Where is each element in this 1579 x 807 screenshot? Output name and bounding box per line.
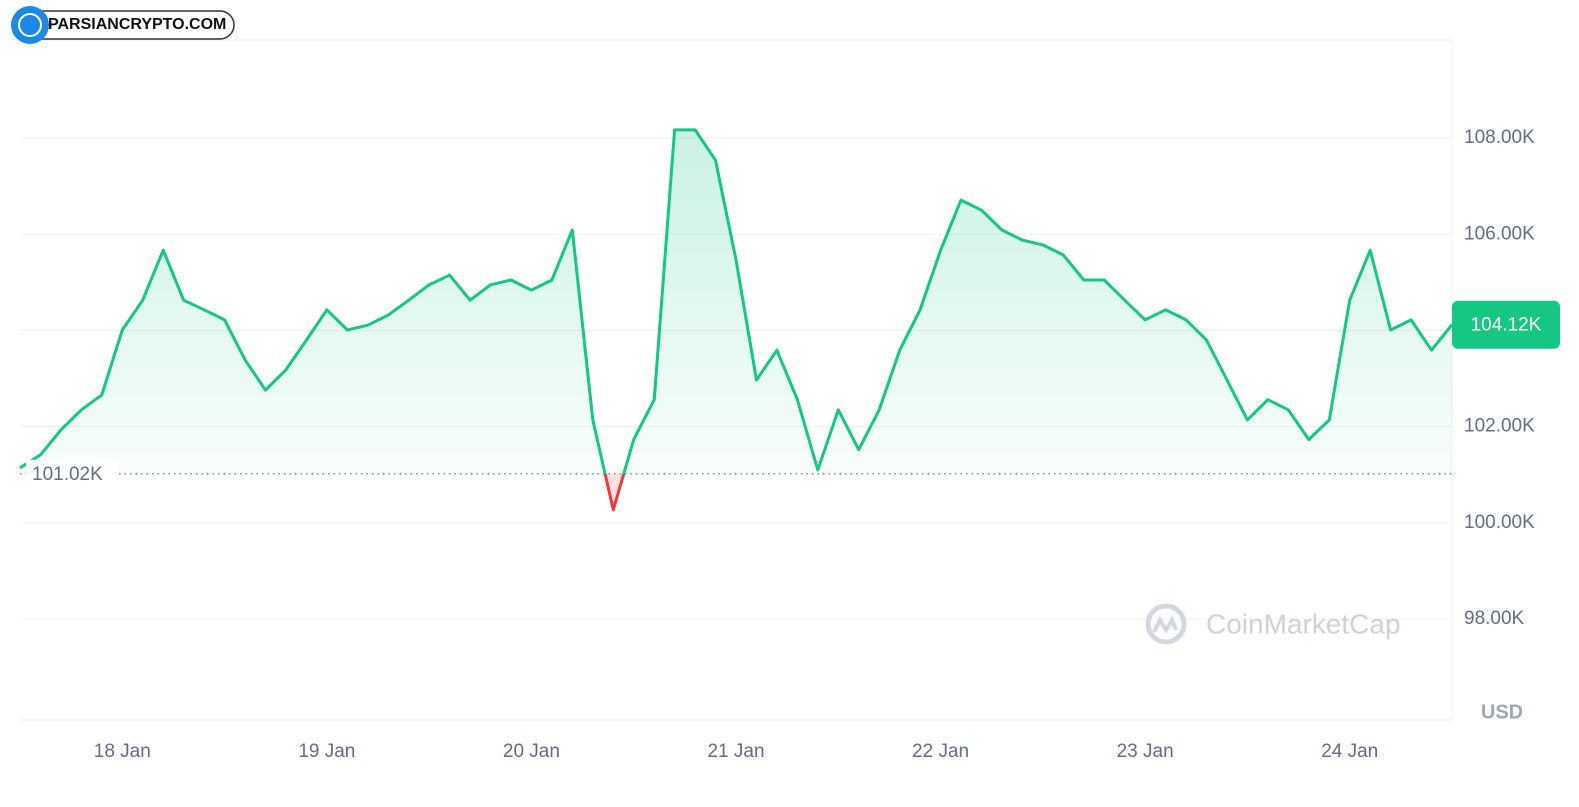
y-tick-label: 100.00K (1464, 512, 1535, 533)
current-price-label: 104.12K (1471, 315, 1542, 336)
x-tick-label: 22 Jan (912, 741, 969, 762)
labels: 98.00K100.00K102.00K104.00K106.00K108.00… (26, 127, 1560, 762)
price-line (19, 128, 1454, 512)
x-tick-label: 20 Jan (503, 741, 560, 762)
brand-icon (11, 6, 49, 44)
x-tick-label: 23 Jan (1117, 741, 1174, 762)
x-tick-label: 21 Jan (707, 741, 764, 762)
series (19, 128, 1454, 512)
y-tick-label: 106.00K (1464, 223, 1535, 244)
x-tick-label: 18 Jan (94, 741, 151, 762)
baseline-label-bg (26, 459, 118, 488)
x-tick-label: 19 Jan (298, 741, 355, 762)
y-tick-label: 98.00K (1464, 608, 1525, 629)
watermark-icon (1145, 603, 1187, 645)
current-price-box (1452, 300, 1560, 349)
brand-text: PARSIANCRYPTO.COM (48, 16, 226, 33)
baseline-label: 101.02K (32, 464, 103, 485)
price-area (20, 129, 1452, 510)
brand-badge: PARSIANCRYPTO.COM (11, 6, 235, 44)
y-tick-label: 108.00K (1464, 127, 1535, 148)
watermark: CoinMarketCap (1145, 603, 1401, 645)
watermark-icon-mark (1152, 615, 1178, 634)
watermark-text: CoinMarketCap (1206, 608, 1401, 639)
y-tick-label: 102.00K (1464, 416, 1535, 437)
y-axis-label: USD (1481, 701, 1523, 723)
brand-icon-ring (18, 13, 42, 37)
x-tick-label: 24 Jan (1321, 741, 1378, 762)
